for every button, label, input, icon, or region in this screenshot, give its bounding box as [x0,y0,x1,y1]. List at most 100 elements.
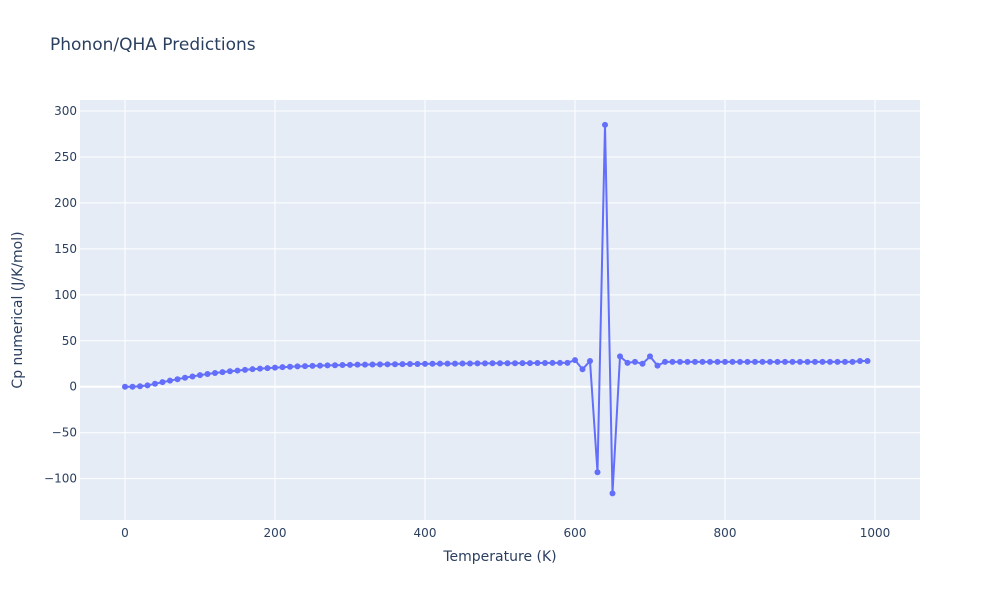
data-point[interactable] [849,358,856,365]
data-point[interactable] [617,353,623,360]
data-point[interactable] [197,372,203,379]
data-point[interactable] [834,358,841,365]
data-point[interactable] [789,358,796,365]
data-point[interactable] [287,363,293,370]
data-point[interactable] [587,358,593,365]
data-point[interactable] [362,361,368,368]
data-point[interactable] [729,358,736,365]
data-point[interactable] [714,358,721,365]
data-point[interactable] [759,358,766,365]
data-point[interactable] [684,358,691,365]
data-point[interactable] [692,358,698,365]
data-point[interactable] [414,360,421,367]
data-point[interactable] [129,383,136,390]
data-point[interactable] [609,490,616,497]
data-point[interactable] [519,360,526,367]
data-point[interactable] [369,361,376,368]
data-point[interactable] [429,360,436,367]
data-point[interactable] [452,360,458,367]
data-point[interactable] [332,362,338,369]
data-point[interactable] [564,359,571,366]
data-point[interactable] [317,362,323,369]
data-point[interactable] [264,365,271,372]
data-point[interactable] [797,358,803,365]
data-point[interactable] [804,358,811,365]
data-point[interactable] [707,358,713,365]
data-point[interactable] [294,363,301,370]
data-point[interactable] [542,360,548,367]
data-point[interactable] [549,359,556,366]
data-point[interactable] [174,376,181,383]
data-point[interactable] [812,358,818,365]
data-point[interactable] [137,383,143,390]
data-point[interactable] [677,358,683,365]
data-point[interactable] [864,358,871,365]
data-point[interactable] [857,358,863,365]
data-point[interactable] [324,362,331,369]
data-point[interactable] [257,365,263,372]
data-point[interactable] [774,358,781,365]
data-point[interactable] [444,360,451,367]
data-point[interactable] [819,358,826,365]
data-point[interactable] [159,379,166,386]
data-point[interactable] [782,358,788,365]
data-point[interactable] [624,359,631,366]
data-point[interactable] [639,360,646,367]
data-point[interactable] [654,362,661,369]
data-point[interactable] [744,358,751,365]
data-point[interactable] [347,361,353,368]
data-point[interactable] [204,370,211,377]
data-point[interactable] [527,360,533,367]
data-point[interactable] [392,361,398,368]
data-point[interactable] [377,361,383,368]
data-point[interactable] [422,360,428,367]
data-point[interactable] [722,358,728,365]
data-point[interactable] [489,360,496,367]
data-point[interactable] [407,361,413,368]
data-point[interactable] [234,367,241,374]
data-point[interactable] [497,360,503,367]
data-point[interactable] [152,380,158,387]
data-point[interactable] [647,353,653,360]
data-point[interactable] [752,358,758,365]
data-point[interactable] [309,362,316,369]
data-point[interactable] [219,369,226,376]
data-point[interactable] [144,382,151,389]
data-point[interactable] [504,360,511,367]
data-point[interactable] [557,359,563,366]
data-point[interactable] [339,362,346,369]
data-point[interactable] [249,366,256,373]
data-point[interactable] [279,364,286,371]
data-point[interactable] [579,366,586,373]
data-point[interactable] [827,358,833,365]
data-point[interactable] [399,361,406,368]
data-point[interactable] [669,358,676,365]
data-point[interactable] [384,361,391,368]
data-point[interactable] [474,360,481,367]
data-point[interactable] [594,469,601,476]
data-point[interactable] [167,377,173,384]
data-point[interactable] [572,357,578,364]
data-point[interactable] [182,374,188,381]
data-point[interactable] [842,358,848,365]
data-point[interactable] [272,364,278,371]
data-point[interactable] [227,368,233,375]
data-point[interactable] [632,358,638,365]
data-point[interactable] [189,373,196,380]
data-point[interactable] [437,360,443,367]
data-point[interactable] [534,360,541,367]
data-point[interactable] [242,366,248,373]
data-point[interactable] [482,360,488,367]
data-point[interactable] [767,358,773,365]
data-point[interactable] [354,361,361,368]
data-point[interactable] [467,360,473,367]
data-point[interactable] [699,358,706,365]
data-point[interactable] [737,358,743,365]
data-point[interactable] [122,383,128,390]
data-point[interactable] [602,121,608,128]
data-point[interactable] [459,360,466,367]
data-point[interactable] [302,363,308,370]
data-point[interactable] [662,358,668,365]
data-point[interactable] [212,369,218,376]
data-point[interactable] [512,360,518,367]
